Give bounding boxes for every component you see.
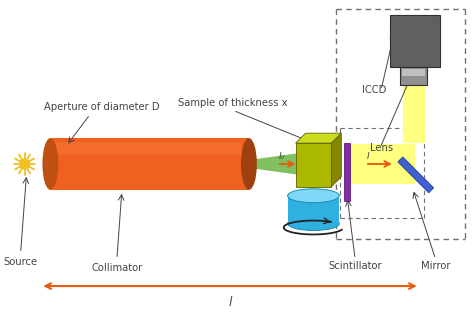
Bar bbox=[344, 143, 350, 201]
Polygon shape bbox=[331, 133, 341, 187]
Bar bbox=[296, 143, 331, 187]
Bar bbox=[55, 142, 241, 155]
Text: ICCD: ICCD bbox=[362, 86, 386, 95]
Text: Mirror: Mirror bbox=[421, 261, 450, 271]
Bar bbox=[288, 196, 339, 224]
Polygon shape bbox=[398, 157, 434, 193]
Ellipse shape bbox=[288, 217, 339, 231]
Text: Collimator: Collimator bbox=[91, 263, 143, 273]
Polygon shape bbox=[350, 144, 415, 184]
Text: Sample of thickness x: Sample of thickness x bbox=[178, 98, 288, 108]
Bar bbox=[50, 138, 249, 190]
Bar bbox=[390, 15, 439, 67]
Ellipse shape bbox=[43, 138, 58, 190]
Bar bbox=[400, 67, 427, 85]
Bar bbox=[402, 69, 425, 76]
Polygon shape bbox=[296, 133, 341, 143]
Polygon shape bbox=[403, 31, 425, 143]
Text: I: I bbox=[367, 152, 370, 161]
Text: Lens: Lens bbox=[370, 143, 393, 153]
Text: Aperture of diameter D: Aperture of diameter D bbox=[44, 102, 160, 112]
Polygon shape bbox=[249, 152, 307, 176]
Text: Scintillator: Scintillator bbox=[328, 261, 382, 271]
Text: Source: Source bbox=[3, 257, 37, 267]
Ellipse shape bbox=[241, 138, 257, 190]
Ellipse shape bbox=[288, 189, 339, 203]
Circle shape bbox=[19, 159, 29, 169]
Text: I₀: I₀ bbox=[279, 152, 285, 161]
Text: l: l bbox=[228, 296, 232, 309]
